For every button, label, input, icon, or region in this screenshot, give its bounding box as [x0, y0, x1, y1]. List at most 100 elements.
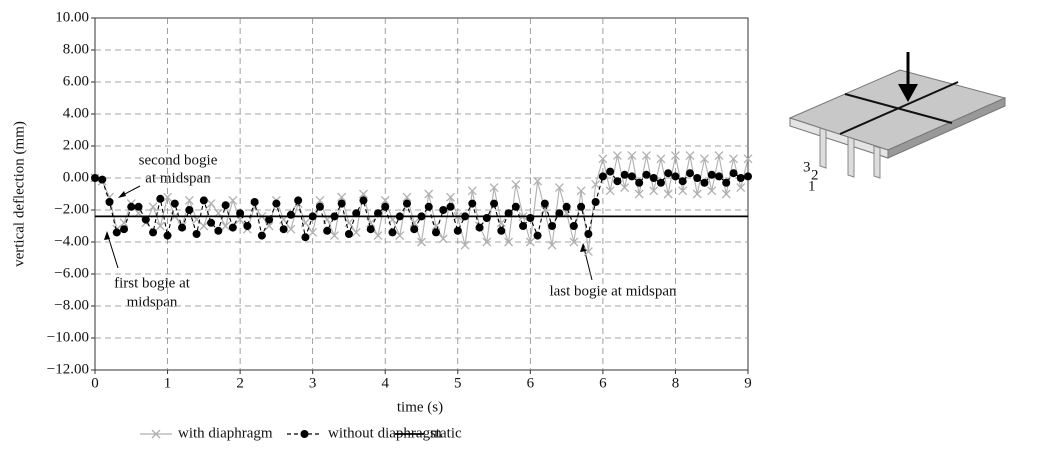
- marker: [642, 170, 651, 179]
- marker: [649, 174, 658, 182]
- marker-stroke: [315, 195, 325, 205]
- marker: [358, 189, 368, 199]
- marker: [184, 195, 194, 205]
- marker: [105, 198, 114, 206]
- annotation-arrow: [107, 235, 119, 269]
- marker: [649, 186, 659, 196]
- marker: [178, 223, 187, 232]
- marker-stroke: [402, 192, 412, 202]
- marker: [380, 195, 390, 205]
- marker: [722, 178, 731, 187]
- y-tick-label: 2.00: [63, 137, 89, 153]
- marker-stroke: [308, 227, 318, 237]
- marker: [743, 154, 753, 164]
- marker: [221, 221, 231, 231]
- marker-stroke: [707, 186, 717, 196]
- marker: [149, 228, 158, 237]
- marker-stroke: [409, 218, 419, 228]
- axis-label: 2: [811, 167, 819, 183]
- marker: [228, 223, 237, 232]
- marker: [467, 186, 477, 196]
- marker: [344, 230, 353, 238]
- marker: [395, 231, 405, 241]
- marker: [286, 224, 296, 234]
- marker-stroke: [489, 183, 499, 193]
- marker: [475, 223, 484, 232]
- marker: [547, 240, 557, 250]
- bridge-inset: 3 2 1: [788, 52, 1007, 194]
- marker: [525, 237, 535, 247]
- marker-stroke: [649, 186, 659, 196]
- annotation: at midspan: [145, 170, 211, 186]
- marker-stroke: [329, 231, 339, 241]
- annotation: midspan: [127, 294, 178, 310]
- marker: [714, 172, 723, 181]
- marker: [300, 430, 309, 438]
- marker: [323, 226, 332, 235]
- marker: [453, 226, 462, 235]
- marker-stroke: [554, 183, 564, 193]
- y-tick-label: 6.00: [63, 73, 89, 89]
- marker: [736, 183, 746, 193]
- marker: [329, 231, 339, 241]
- marker-stroke: [641, 151, 651, 161]
- marker-stroke: [540, 205, 550, 215]
- marker-stroke: [729, 154, 738, 164]
- girder: [873, 145, 881, 179]
- marker: [497, 226, 506, 235]
- marker: [214, 226, 223, 235]
- marker: [663, 189, 673, 199]
- marker: [98, 175, 107, 184]
- marker: [526, 214, 535, 222]
- marker: [446, 192, 455, 202]
- marker: [156, 194, 165, 203]
- y-tick-label: 4.00: [63, 105, 89, 121]
- marker-stroke: [221, 221, 231, 231]
- marker: [598, 154, 608, 164]
- marker: [533, 231, 542, 240]
- marker-stroke: [714, 151, 724, 161]
- marker: [707, 186, 717, 196]
- marker: [562, 202, 571, 211]
- marker: [605, 186, 615, 196]
- y-tick-label: 8.00: [63, 41, 89, 57]
- marker: [598, 172, 607, 181]
- marker-stroke: [605, 186, 615, 196]
- marker: [446, 202, 455, 211]
- marker: [185, 206, 194, 214]
- marker-stroke: [678, 186, 688, 196]
- marker: [272, 199, 281, 208]
- marker-stroke: [344, 218, 354, 228]
- legend-label: without diaphragm: [328, 425, 442, 441]
- marker: [729, 169, 738, 178]
- x-tick-label: 6: [527, 375, 535, 391]
- marker: [692, 189, 702, 199]
- marker-stroke: [736, 183, 746, 193]
- marker: [151, 429, 161, 439]
- marker: [432, 228, 441, 237]
- marker: [438, 234, 448, 244]
- marker: [736, 174, 745, 182]
- marker: [257, 231, 266, 240]
- marker: [685, 151, 695, 161]
- marker: [511, 179, 521, 189]
- x-tick-label: 5: [454, 375, 462, 391]
- marker: [606, 167, 615, 176]
- marker-stroke: [656, 154, 666, 164]
- marker: [279, 225, 288, 234]
- marker-stroke: [685, 151, 695, 161]
- marker: [221, 201, 230, 210]
- marker: [207, 218, 216, 227]
- marker: [700, 178, 709, 187]
- marker: [504, 237, 514, 247]
- marker: [373, 231, 383, 241]
- load-arrowhead: [898, 84, 918, 102]
- marker: [424, 189, 434, 199]
- marker: [286, 210, 295, 219]
- marker-stroke: [700, 154, 709, 164]
- marker: [591, 198, 600, 206]
- marker: [533, 176, 543, 186]
- marker: [402, 192, 412, 202]
- marker-stroke: [504, 237, 514, 247]
- marker: [351, 227, 361, 237]
